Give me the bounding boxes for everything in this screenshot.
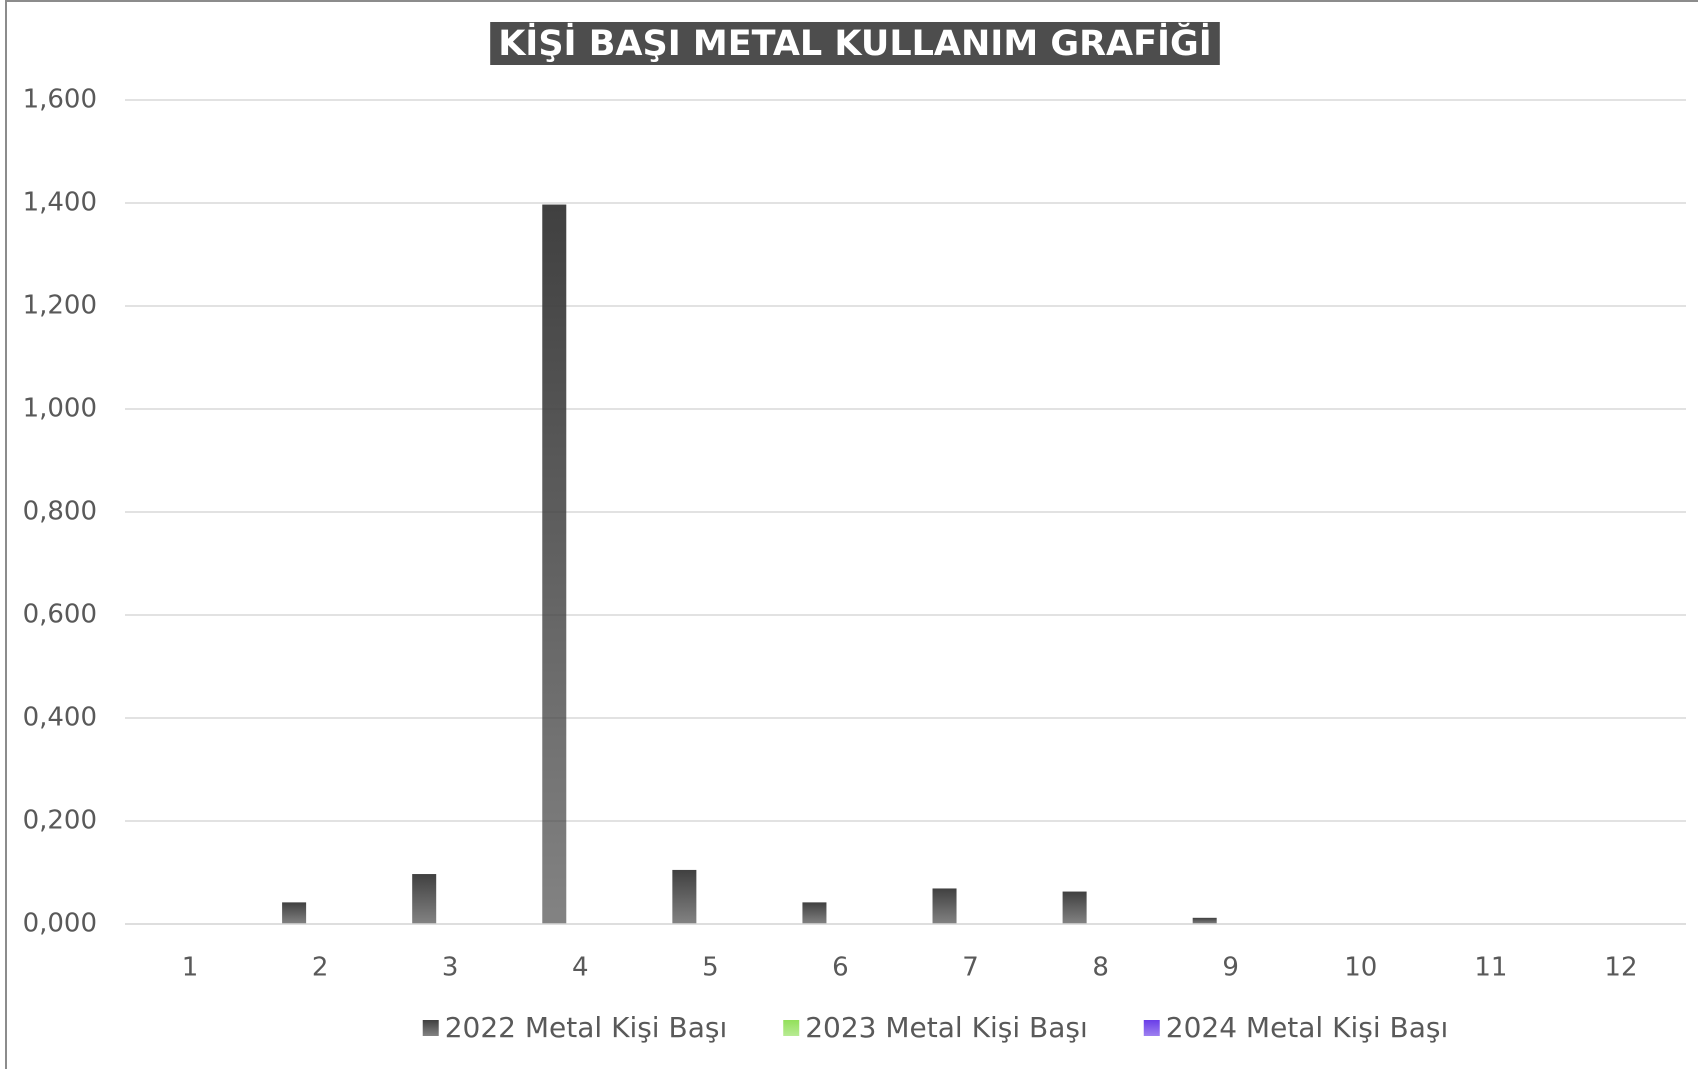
y-tick-label: 0,200 — [23, 806, 97, 836]
legend-swatch — [1143, 1020, 1160, 1036]
legend-swatch — [783, 1020, 800, 1036]
legend-label: 2022 Metal Kişi Başı — [445, 1011, 728, 1044]
y-tick-label: 0,600 — [23, 600, 97, 630]
y-tick-label: 0,000 — [23, 909, 97, 939]
x-tick-label: 2 — [312, 953, 329, 983]
legend-label: 2024 Metal Kişi Başı — [1166, 1011, 1449, 1044]
x-tick-label: 5 — [702, 953, 719, 983]
title-background — [490, 22, 1220, 65]
bar — [802, 902, 827, 924]
bar — [282, 902, 307, 924]
bar — [542, 204, 567, 925]
chart-title: KİŞİ BAŞI METAL KULLANIM GRAFİĞİ — [498, 22, 1212, 64]
y-tick-label: 0,800 — [23, 497, 97, 527]
x-tick-label: 6 — [832, 953, 849, 983]
x-tick-label: 1 — [182, 953, 199, 983]
legend-swatch — [422, 1020, 439, 1036]
legend-label: 2023 Metal Kişi Başı — [805, 1011, 1088, 1044]
bar — [932, 888, 957, 924]
bar — [412, 874, 437, 924]
bar — [672, 869, 697, 924]
x-tick-label: 8 — [1092, 953, 1109, 983]
bar — [1062, 891, 1087, 924]
x-tick-label: 9 — [1222, 953, 1239, 983]
x-tick-label: 10 — [1344, 953, 1377, 983]
x-tick-label: 4 — [572, 953, 589, 983]
y-tick-label: 1,000 — [23, 394, 97, 424]
x-tick-label: 3 — [442, 953, 459, 983]
x-tick-label: 12 — [1604, 953, 1637, 983]
bar — [1192, 917, 1217, 924]
y-tick-label: 1,600 — [23, 85, 97, 115]
chart-border — [5, 0, 1698, 1069]
x-tick-label: 7 — [962, 953, 979, 983]
y-tick-label: 1,400 — [23, 188, 97, 218]
x-tick-label: 11 — [1474, 953, 1507, 983]
y-tick-label: 1,200 — [23, 291, 97, 321]
y-tick-label: 0,400 — [23, 703, 97, 733]
